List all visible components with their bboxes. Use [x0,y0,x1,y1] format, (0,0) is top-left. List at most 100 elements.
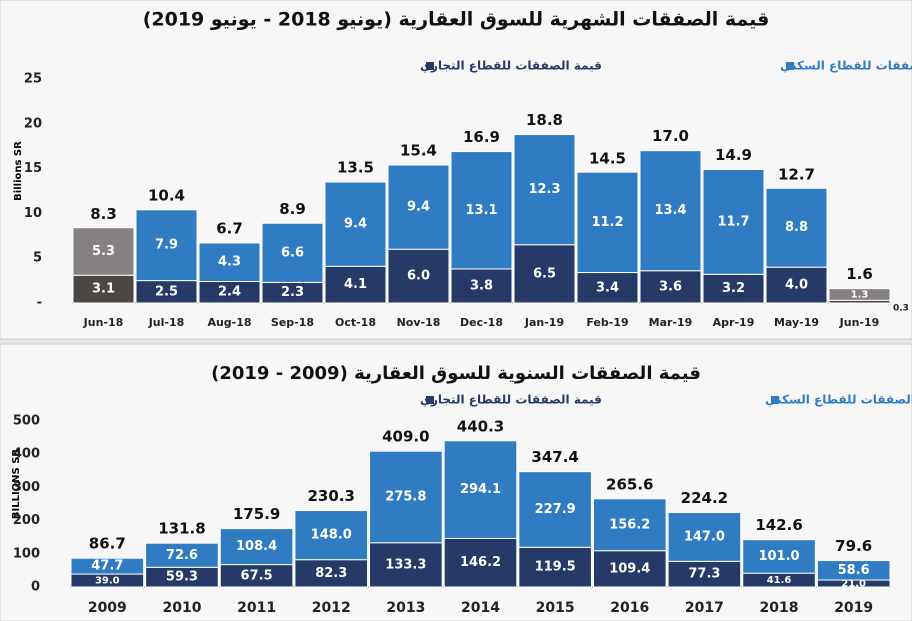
x-tick-label: Sep-18 [271,316,314,329]
bar-segment [198,242,261,282]
x-tick-label: 2015 [536,600,575,616]
y-tick-label: 25 [24,72,42,87]
y-tick-label: 5 [33,251,42,266]
value-label: 13.1 [465,203,497,218]
value-label: 3.8 [470,278,493,293]
legend-label: قيمة الصفقات للقطاع السكني [780,59,912,73]
bar-segment [513,244,576,304]
x-tick-label: Dec-18 [460,316,503,329]
x-tick-label: Aug-18 [207,316,251,329]
value-label: 39.0 [95,576,120,587]
value-label: 1.3 [851,289,869,300]
total-label: 14.9 [715,146,752,164]
value-label: 2.3 [281,285,304,300]
value-label: 12.3 [528,182,560,197]
total-label: 8.9 [279,200,306,218]
value-label: 67.5 [241,568,273,583]
total-label: 18.8 [526,111,563,129]
value-label: 9.4 [407,200,430,215]
bar-segment [387,164,450,250]
x-tick-label: Jan-19 [524,316,564,329]
value-label: 109.4 [609,561,650,576]
legend-swatch [771,396,779,404]
total-label: 8.3 [90,205,117,223]
total-label: 10.4 [148,186,185,204]
value-label: 101.0 [758,549,799,564]
value-label: 6.0 [407,269,430,284]
x-tick-label: Feb-19 [586,316,628,329]
bar-segment [387,248,450,304]
value-label: 58.6 [838,563,870,578]
legend-label: قيمة الصفقات للقطاع التجاري [420,59,602,73]
value-label: 41.6 [767,575,792,586]
total-label: 14.5 [589,150,626,168]
value-label: 3.2 [722,281,745,296]
x-tick-label: 2017 [685,600,724,616]
value-label: 11.7 [717,214,749,229]
value-label: 59.3 [166,570,198,585]
value-label: 227.9 [535,502,576,517]
legend-swatch [786,62,794,70]
y-tick-label: 15 [24,161,42,176]
total-label: 409.0 [382,428,429,446]
bar-segment [443,440,518,539]
value-label: 133.3 [385,557,426,572]
total-label: 86.7 [89,535,126,553]
bar-segment [518,546,592,588]
y-axis-label: BILLIONS SR [11,449,22,520]
bar-segment [72,274,135,304]
total-label: 6.7 [216,219,243,237]
value-label: 6.6 [281,245,304,260]
value-label: 21.0 [841,579,866,590]
bar-segment [70,557,145,575]
x-tick-label: 2011 [237,600,276,616]
x-tick-label: 2013 [386,600,425,616]
value-label: 148.0 [311,528,352,543]
value-label: 108.4 [236,539,277,554]
total-label: 16.9 [463,128,500,146]
x-tick-label: May-19 [774,316,819,329]
total-label: 230.3 [308,487,355,505]
y-tick-label: 200 [13,513,40,528]
bar-segment [702,168,765,275]
value-label: 146.2 [460,555,501,570]
x-tick-label: Mar-19 [649,316,693,329]
x-tick-label: Jun-19 [839,316,880,329]
x-tick-label: 2009 [88,600,127,616]
bar-segment [592,498,667,552]
value-label: 9.4 [344,217,367,232]
x-tick-label: 2019 [834,600,873,616]
bar-segment [294,559,369,588]
value-label: 72.6 [166,548,198,563]
y-tick-label: 500 [13,414,40,429]
x-tick-label: 2018 [760,600,799,616]
x-tick-label: 2016 [610,600,649,616]
x-tick-label: Jul-18 [148,316,185,329]
y-tick-label: - [37,296,42,311]
bar-segment [145,542,219,568]
value-label: 147.0 [684,529,725,544]
value-label: 77.3 [688,567,720,582]
bar-segment [72,227,135,276]
total-label: 131.8 [158,520,205,538]
bar-segment [765,266,828,304]
total-label: 142.6 [755,516,802,534]
legend-swatch [426,396,434,404]
value-label: 7.9 [155,238,178,253]
bar-segment [450,151,513,270]
bar-segment [294,510,369,561]
value-label: 5.3 [92,244,115,259]
y-tick-label: 100 [13,546,40,561]
bar-segment [667,560,742,588]
y-tick-label: 400 [13,447,40,462]
y-tick-label: 10 [24,206,42,221]
value-label: 2.4 [218,285,241,300]
bar-segment [518,471,592,548]
value-label: 4.0 [785,278,808,293]
bar-segment [369,542,443,588]
x-tick-label: Oct-18 [335,316,376,329]
value-label: 3.1 [92,282,115,297]
value-label: 0.3 [893,304,909,314]
value-label: 2.5 [155,284,178,299]
